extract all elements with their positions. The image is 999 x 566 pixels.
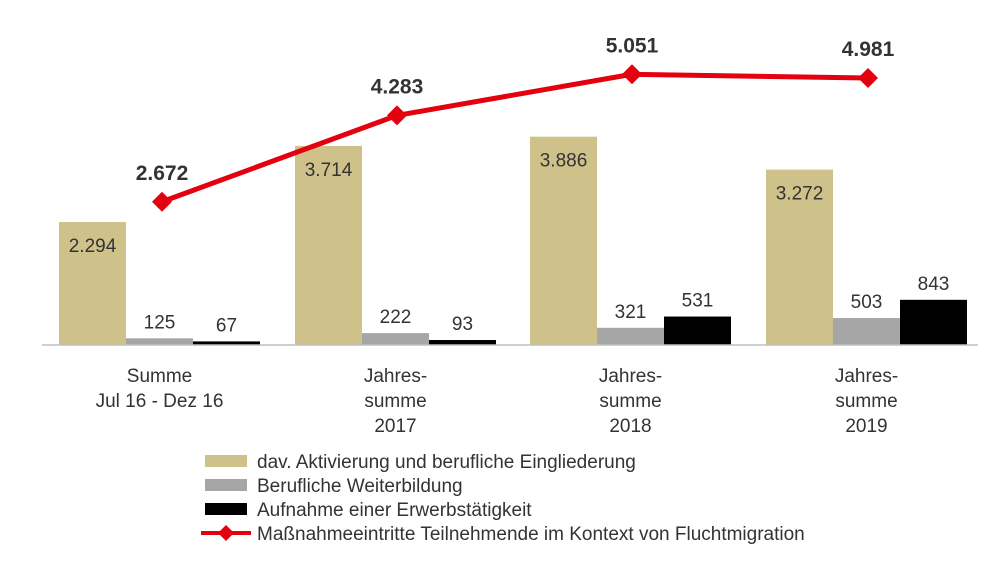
bar-value-label-s2-c3: 843 <box>918 274 950 295</box>
bar-value-label-s2-c1: 93 <box>452 314 473 335</box>
line-marker-diamond-c0 <box>152 191 172 212</box>
bar-s0-c3 <box>766 169 833 345</box>
bar-labels-layer: 2.294 125 67 3.714 222 93 3.886 321 531 3.272 503 8… <box>69 151 950 337</box>
line-value-label-c1: 4.283 <box>371 75 424 98</box>
bar-value-label-s0-c3: 3.272 <box>776 184 824 205</box>
bar-value-label-s2-c0: 67 <box>216 315 237 336</box>
line-series-3 <box>159 71 871 205</box>
legend-label-0: dav. Aktivierung und berufliche Einglied… <box>257 452 636 473</box>
category-label-0-line-0: Summe <box>127 366 192 387</box>
bar-s0-c1 <box>295 145 362 345</box>
bar-value-label-s0-c0: 2.294 <box>69 236 117 257</box>
legend: dav. Aktivierung und berufliche Einglied… <box>201 452 805 545</box>
line-marker-diamond-c2 <box>622 64 642 85</box>
category-label-1-line-0: Jahres- <box>364 366 427 387</box>
legend-swatch-2 <box>205 503 247 515</box>
bar-s1-c1 <box>362 333 429 345</box>
bar-s2-c3 <box>900 299 967 345</box>
legend-swatch-1 <box>205 479 247 491</box>
bar-value-label-s1-c0: 125 <box>144 312 176 333</box>
line-marker-diamond-c1 <box>387 105 407 126</box>
bar-value-label-s1-c1: 222 <box>380 307 412 328</box>
bar-s2-c2 <box>664 316 731 345</box>
category-label-1-line-2: 2017 <box>374 416 416 437</box>
bar-s1-c3 <box>833 318 900 345</box>
category-label-1-line-1: summe <box>364 391 426 412</box>
bar-value-label-s1-c2: 321 <box>615 302 647 323</box>
category-label-3-line-0: Jahres- <box>835 366 898 387</box>
bar-value-label-s0-c1: 3.714 <box>305 160 353 181</box>
legend-label-2: Aufnahme einer Erwerbstätigkeit <box>257 500 532 521</box>
bar-value-label-s0-c2: 3.886 <box>540 151 588 172</box>
bar-s2-c1 <box>429 340 496 345</box>
category-label-3-line-2: 2019 <box>845 416 887 437</box>
line-value-label-c0: 2.672 <box>136 162 189 185</box>
category-labels-layer: Summe Jul 16 - Dez 16 Jahres-summe 2017 Jahr… <box>96 366 899 437</box>
bar-s1-c0 <box>126 338 193 345</box>
line-value-label-c3: 4.981 <box>842 38 895 61</box>
line-marker-diamond-c3 <box>858 68 878 89</box>
category-label-3-line-1: summe <box>835 391 897 412</box>
bar-s0-c2 <box>530 136 597 345</box>
bar-value-label-s2-c2: 531 <box>682 291 714 312</box>
category-label-2-line-1: summe <box>599 391 661 412</box>
bar-s0-c0 <box>59 222 126 345</box>
bar-s1-c2 <box>597 327 664 345</box>
category-label-2-line-2: 2018 <box>609 416 651 437</box>
bar-value-label-s1-c3: 503 <box>851 292 883 313</box>
legend-diamond-icon-3 <box>218 525 234 541</box>
bars-layer <box>59 136 967 345</box>
line-value-label-c2: 5.051 <box>606 34 659 57</box>
legend-label-3: Maßnahmeeintritte Teilnehmende im Kontex… <box>257 524 805 545</box>
line-layer: 2.672 4.283 5.051 4.981 <box>136 34 895 212</box>
bar-s2-c0 <box>193 341 260 345</box>
category-label-0-line-1: Jul 16 - Dez 16 <box>96 391 224 412</box>
legend-label-1: Berufliche Weiterbildung <box>257 476 463 497</box>
category-label-2-line-0: Jahres- <box>599 366 662 387</box>
legend-swatch-0 <box>205 455 247 467</box>
